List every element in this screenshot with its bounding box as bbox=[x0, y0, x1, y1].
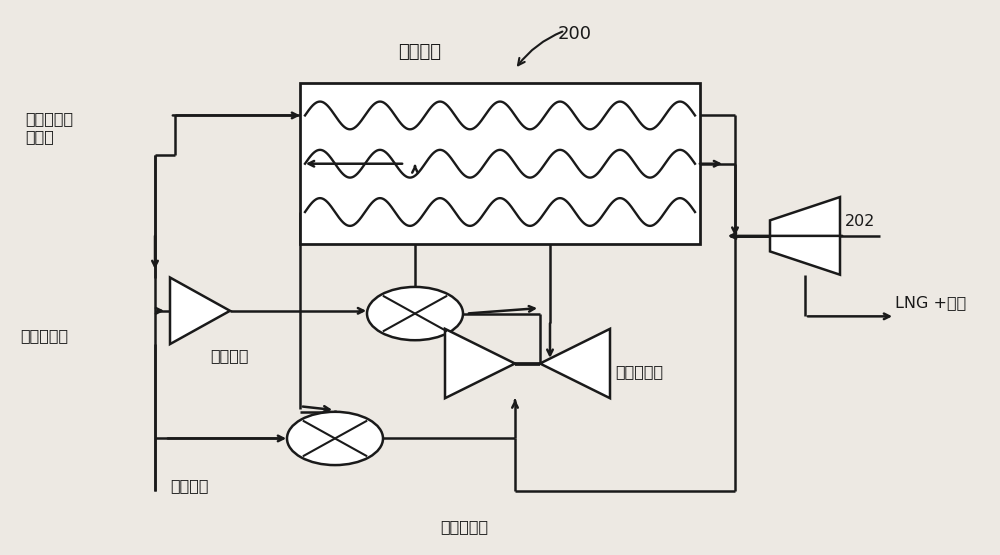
Text: 热交換器: 热交換器 bbox=[398, 43, 442, 61]
Text: 增压压缩机: 增压压缩机 bbox=[440, 519, 488, 534]
Bar bbox=[300, 83, 700, 244]
Polygon shape bbox=[770, 197, 840, 275]
Text: 循环压缩机: 循环压缩机 bbox=[20, 328, 68, 344]
Polygon shape bbox=[540, 329, 610, 398]
Text: 热交換器: 热交換器 bbox=[210, 347, 248, 363]
Polygon shape bbox=[170, 278, 230, 344]
Text: 预先处理的
原料气: 预先处理的 原料气 bbox=[25, 112, 73, 144]
Text: LNG +气体: LNG +气体 bbox=[895, 295, 966, 310]
Text: 202: 202 bbox=[845, 214, 875, 230]
Text: 200: 200 bbox=[558, 25, 592, 43]
Circle shape bbox=[367, 287, 463, 340]
Polygon shape bbox=[445, 329, 515, 398]
Circle shape bbox=[287, 412, 383, 465]
Text: 渦轮膨菅机: 渦轮膨菅机 bbox=[615, 364, 663, 380]
Text: 热交換器: 热交換器 bbox=[170, 478, 208, 493]
